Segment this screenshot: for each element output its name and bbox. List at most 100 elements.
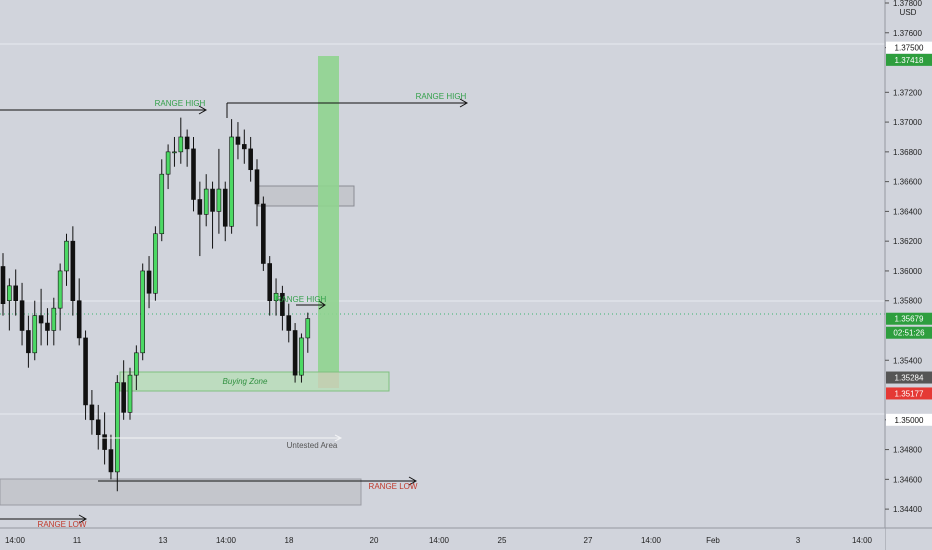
candle[interactable] [254, 159, 260, 227]
candle[interactable] [95, 404, 101, 450]
candle-body [102, 434, 107, 450]
candle-body [38, 315, 44, 324]
candle-body [19, 300, 25, 331]
candle[interactable] [299, 333, 304, 383]
time-tick-label: 27 [584, 536, 593, 545]
candle[interactable] [165, 144, 171, 190]
untested-area-label: Untested Area [287, 441, 338, 450]
candle[interactable] [191, 136, 196, 212]
time-tick-label: 3 [796, 536, 801, 545]
candle[interactable] [305, 312, 311, 353]
candle-body [64, 240, 69, 272]
candle[interactable] [178, 117, 184, 164]
arrow-right-icon [459, 98, 469, 108]
price-badge-bg [886, 41, 932, 54]
candle[interactable] [0, 253, 6, 316]
candle[interactable] [172, 136, 177, 167]
candle[interactable] [280, 285, 285, 331]
candle[interactable] [45, 308, 50, 346]
price-badge: 1.37500 [886, 41, 932, 54]
candle[interactable] [57, 263, 63, 331]
candle[interactable] [115, 375, 120, 492]
price-badge-bg [886, 326, 932, 339]
candle[interactable] [32, 300, 38, 361]
candle[interactable] [292, 323, 298, 383]
price-badge-bg [886, 387, 932, 400]
plot-background [0, 0, 885, 550]
candle-body [140, 270, 145, 354]
candle-body [280, 292, 285, 316]
candle[interactable] [83, 330, 88, 420]
candle[interactable] [146, 256, 152, 309]
time-tick-label: 14:00 [429, 536, 450, 545]
candle-body [261, 203, 266, 264]
price-tick-label: 1.37600 [893, 29, 922, 38]
candle-body [216, 188, 222, 212]
candle-body [165, 151, 171, 175]
time-tick-label: 13 [159, 536, 168, 545]
candle-body [222, 188, 228, 227]
candle[interactable] [89, 390, 95, 435]
candle[interactable] [38, 288, 44, 346]
time-axis[interactable] [0, 528, 885, 550]
candle[interactable] [229, 119, 234, 234]
price-tick-label: 1.36800 [893, 148, 922, 157]
price-tick-label: 1.37800 [893, 0, 922, 8]
candle[interactable] [261, 196, 266, 271]
candle[interactable] [140, 263, 145, 361]
candle[interactable] [197, 181, 203, 257]
candle-body [108, 449, 114, 473]
candle[interactable] [210, 181, 215, 249]
price-badges: 1.37500 1.37418 1.35679 02:51:26 1.35284 1.35… [886, 41, 932, 426]
candle[interactable] [26, 315, 31, 368]
candle[interactable] [121, 360, 126, 420]
candle-body [51, 307, 57, 331]
candle-body [299, 337, 304, 376]
candle[interactable] [76, 278, 82, 346]
candle[interactable] [19, 282, 25, 346]
supply-zone[interactable] [257, 185, 355, 207]
candle[interactable] [134, 345, 139, 391]
time-ticks: 14:00 11 13 14:00 18 20 14:00 25 27 14:00 Feb 3 14:0… [5, 536, 873, 545]
time-tick-label: 14:00 [641, 536, 662, 545]
price-badge: 02:51:26 [886, 326, 932, 339]
buying-zone[interactable] [119, 371, 390, 392]
price-tick-label: 1.37000 [893, 118, 922, 127]
candle-body [159, 173, 165, 235]
candle[interactable] [127, 367, 133, 420]
price-badge-bg [886, 312, 932, 325]
time-tick-label: 14:00 [5, 536, 26, 545]
candle[interactable] [203, 174, 209, 227]
candle[interactable] [222, 181, 228, 242]
candle[interactable] [108, 434, 114, 480]
candle-body [184, 136, 190, 150]
candle-body [0, 266, 6, 304]
candle[interactable] [153, 226, 158, 301]
price-scale[interactable] [885, 0, 932, 550]
candle[interactable] [248, 136, 253, 182]
candle[interactable] [13, 269, 18, 316]
candle-body [146, 270, 152, 294]
candle[interactable] [267, 256, 273, 316]
candle[interactable] [184, 129, 190, 167]
candle-body [197, 199, 203, 215]
candle[interactable] [235, 122, 241, 160]
range-high-label-left: RANGE HIGH [155, 99, 206, 108]
candle[interactable] [7, 278, 12, 331]
range-low-zone[interactable] [0, 478, 362, 506]
price-badge-label: 1.35679 [895, 315, 924, 324]
candle-body [89, 404, 95, 421]
target-box[interactable] [318, 56, 339, 372]
candle[interactable] [286, 303, 292, 343]
candle[interactable] [159, 159, 165, 242]
candle[interactable] [64, 233, 69, 286]
candle-body [26, 330, 31, 354]
candle[interactable] [273, 278, 279, 316]
candle[interactable] [216, 148, 222, 234]
candle[interactable] [242, 129, 247, 164]
candle[interactable] [51, 297, 57, 346]
price-tick-label: 1.34800 [893, 446, 922, 455]
candle[interactable] [70, 226, 76, 316]
range-high-label-right: RANGE HIGH [416, 92, 467, 101]
